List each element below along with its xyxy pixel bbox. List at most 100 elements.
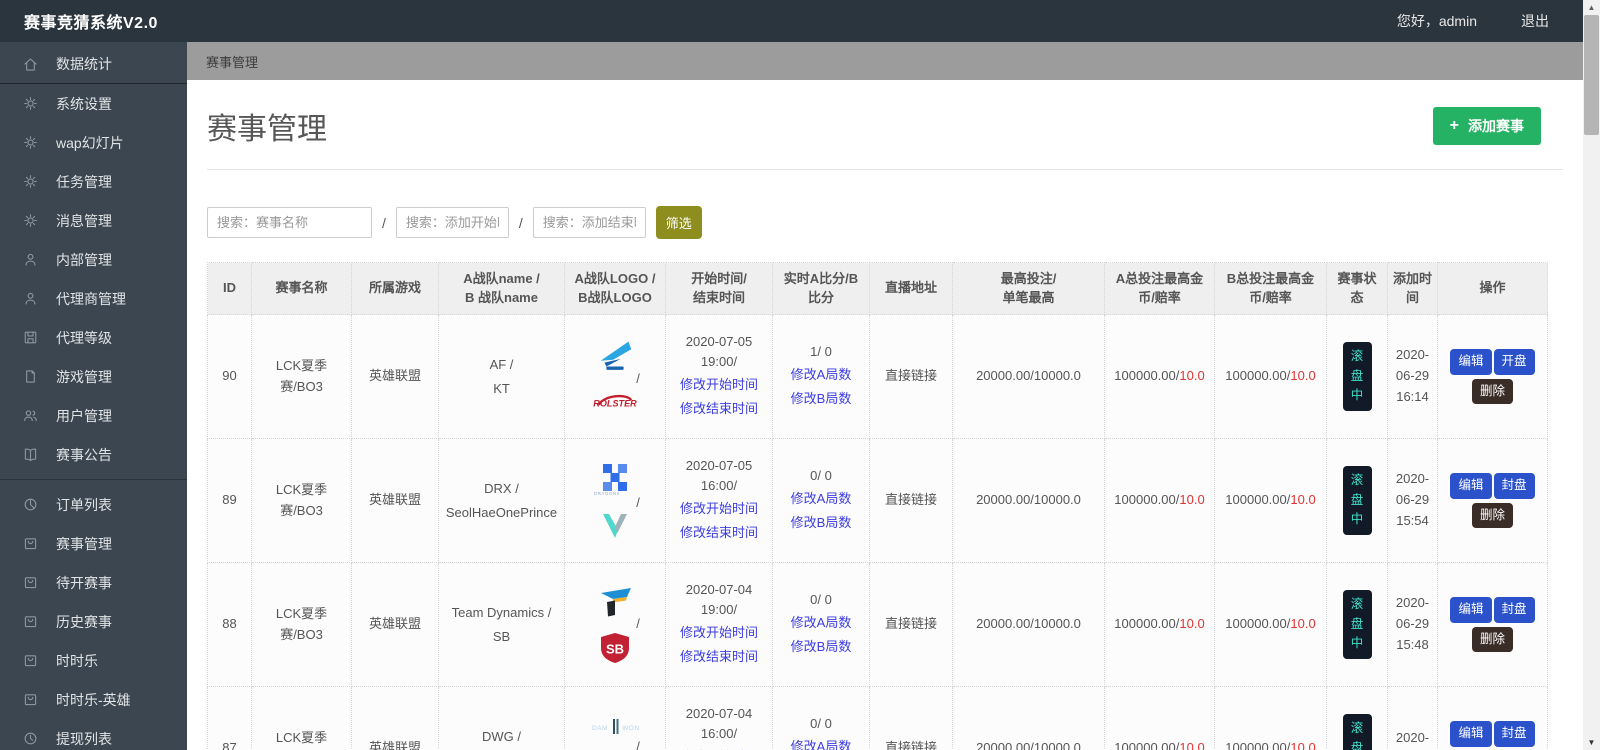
edit-b-score-link[interactable]: 修改B局数 <box>790 638 852 654</box>
scrollbar[interactable]: ▲ ▼ <box>1583 0 1600 750</box>
table-row: 89 LCK夏季赛/BO3 英雄联盟 DRX / SeolHaeOnePrince DRA… <box>207 438 1548 563</box>
search-input-1[interactable] <box>395 207 509 238</box>
status-badge: 滚盘中 <box>1342 342 1372 411</box>
cell-teams: AF / KT <box>438 314 565 439</box>
gear-icon <box>21 173 39 191</box>
logo-stack: DRAGONX / <box>569 462 661 540</box>
edit-start-time-link[interactable]: 修改开始时间 <box>670 745 768 750</box>
sidebar-item-1-5[interactable]: 时时乐-英雄 <box>0 680 187 719</box>
sidebar-item-1-4[interactable]: 时时乐 <box>0 641 187 680</box>
sidebar-item-label: 数据统计 <box>56 56 112 72</box>
sidebar-item-0-7[interactable]: 代理等级 <box>0 318 187 357</box>
live-link[interactable]: 直接链接 <box>884 616 937 632</box>
sidebar-item-0-2[interactable]: wap幻灯片 <box>0 123 187 162</box>
edit-a-score-link[interactable]: 修改A局数 <box>790 366 852 382</box>
edit-start-time-link[interactable]: 修改开始时间 <box>679 501 758 517</box>
filter-button[interactable]: 筛选 <box>655 206 702 239</box>
logo-separator: / <box>636 494 640 510</box>
page-title: 赛事管理 <box>207 113 327 146</box>
team-b-logo <box>595 510 635 540</box>
sidebar-item-label: 历史赛事 <box>56 613 112 630</box>
close-action-button[interactable]: 封盘 <box>1493 721 1535 747</box>
separator: / <box>382 214 386 231</box>
edit-a-score-link[interactable]: 修改A局数 <box>790 490 852 506</box>
cell-a-total: 100000.00/10.0 <box>1104 438 1215 563</box>
edit-action-button[interactable]: 编辑 <box>1450 721 1492 747</box>
edit-end-time-link[interactable]: 修改结束时间 <box>679 401 758 417</box>
column-header: B总投注最高金 币/赔率 <box>1214 262 1327 315</box>
sidebar-item-1-1[interactable]: 赛事管理 <box>0 524 187 563</box>
cell-max-bet: 20000.00/10000.0 <box>952 314 1105 439</box>
sidebar-item-0-4[interactable]: 消息管理 <box>0 201 187 240</box>
close-action-button[interactable]: 封盘 <box>1493 597 1535 623</box>
search-input-0[interactable] <box>207 207 372 238</box>
sidebar-divider <box>0 479 187 480</box>
edit-a-score-link[interactable]: 修改A局数 <box>790 738 852 750</box>
live-link[interactable]: 直接链接 <box>884 492 937 508</box>
edit-b-score-link[interactable]: 修改B局数 <box>790 514 852 530</box>
logo-stack: / SB <box>569 585 661 665</box>
sidebar-item-1-2[interactable]: 待开赛事 <box>0 563 187 602</box>
live-link[interactable]: 直接链接 <box>884 740 937 750</box>
delete-action-button[interactable]: 删除 <box>1471 502 1513 528</box>
sidebar-item-0-0[interactable]: 数据统计 <box>0 45 187 84</box>
box-icon <box>21 535 39 553</box>
cell-b-total: 100000.00/10.0 <box>1214 314 1327 439</box>
edit-b-score-link[interactable]: 修改B局数 <box>790 390 852 406</box>
add-match-button[interactable]: + 添加赛事 <box>1432 107 1541 145</box>
sidebar-item-0-1[interactable]: 系统设置 <box>0 84 187 123</box>
sidebar-item-0-3[interactable]: 任务管理 <box>0 162 187 201</box>
cell-a-total: 100000.00/10.0 <box>1104 562 1215 687</box>
edit-end-time-link[interactable]: 修改结束时间 <box>679 649 758 665</box>
sidebar-item-0-10[interactable]: 赛事公告 <box>0 435 187 474</box>
scroll-up-arrow[interactable]: ▲ <box>1587 3 1596 12</box>
edit-action-button[interactable]: 编辑 <box>1450 473 1492 499</box>
logo-stack: DAM WON / <box>569 714 661 750</box>
live-link[interactable]: 直接链接 <box>884 368 937 384</box>
open-action-button[interactable]: 开盘 <box>1493 349 1535 375</box>
edit-action-button[interactable]: 编辑 <box>1450 349 1492 375</box>
search-input-2[interactable] <box>532 207 646 238</box>
file-icon <box>21 368 39 386</box>
cell-a-total: 100000.00/10.0 <box>1104 686 1215 750</box>
sidebar-item-label: 订单列表 <box>56 496 112 513</box>
column-header: 直播地址 <box>869 262 953 315</box>
close-action-button[interactable]: 封盘 <box>1493 473 1535 499</box>
sidebar-item-0-9[interactable]: 用户管理 <box>0 396 187 435</box>
edit-action-button[interactable]: 编辑 <box>1450 597 1492 623</box>
filter-bar: / / 筛选 <box>207 206 1563 239</box>
column-header: 实时A比分/B 比分 <box>772 262 870 315</box>
sidebar-item-1-3[interactable]: 历史赛事 <box>0 602 187 641</box>
cell-match-id: 89 <box>207 438 252 563</box>
cell-teams: Team Dynamics / SB <box>438 562 565 687</box>
cell-actions: 编辑封盘删除 <box>1437 562 1548 687</box>
cell-a-total: 100000.00/10.0 <box>1104 314 1215 439</box>
sidebar-item-0-8[interactable]: 游戏管理 <box>0 357 187 396</box>
title-row: 赛事管理 + 添加赛事 <box>207 104 1563 148</box>
sidebar-item-label: 待开赛事 <box>56 574 112 591</box>
delete-action-button[interactable]: 删除 <box>1471 626 1513 652</box>
sidebar-item-0-5[interactable]: 内部管理 <box>0 240 187 279</box>
delete-action-button[interactable]: 删除 <box>1471 378 1513 404</box>
logout-link[interactable]: 退出 <box>1521 13 1549 29</box>
sidebar-item-1-0[interactable]: 订单列表 <box>0 485 187 524</box>
pie-icon <box>21 496 39 514</box>
edit-a-score-link[interactable]: 修改A局数 <box>790 614 852 630</box>
scroll-down-arrow[interactable]: ▼ <box>1587 738 1596 747</box>
cell-match-id: 87 <box>207 686 252 750</box>
scrollbar-thumb[interactable] <box>1584 15 1599 135</box>
cell-added-time: 2020- 06-29 15:54 <box>1387 438 1438 563</box>
edit-start-time-link[interactable]: 修改开始时间 <box>679 377 758 393</box>
edit-start-time-link[interactable]: 修改开始时间 <box>679 625 758 641</box>
sidebar-item-label: 系统设置 <box>56 95 112 112</box>
edit-end-time-link[interactable]: 修改结束时间 <box>679 525 758 541</box>
sidebar-item-1-6[interactable]: 提现列表 <box>0 719 187 750</box>
cell-live: 直接链接 <box>869 438 953 563</box>
sidebar-item-label: 任务管理 <box>56 173 112 190</box>
cell-teams: DWG /HLE <box>438 686 565 750</box>
cell-logos: DRAGONX / <box>564 438 666 563</box>
sidebar-item-0-6[interactable]: 代理商管理 <box>0 279 187 318</box>
breadcrumb-item: 赛事管理 <box>206 54 259 70</box>
